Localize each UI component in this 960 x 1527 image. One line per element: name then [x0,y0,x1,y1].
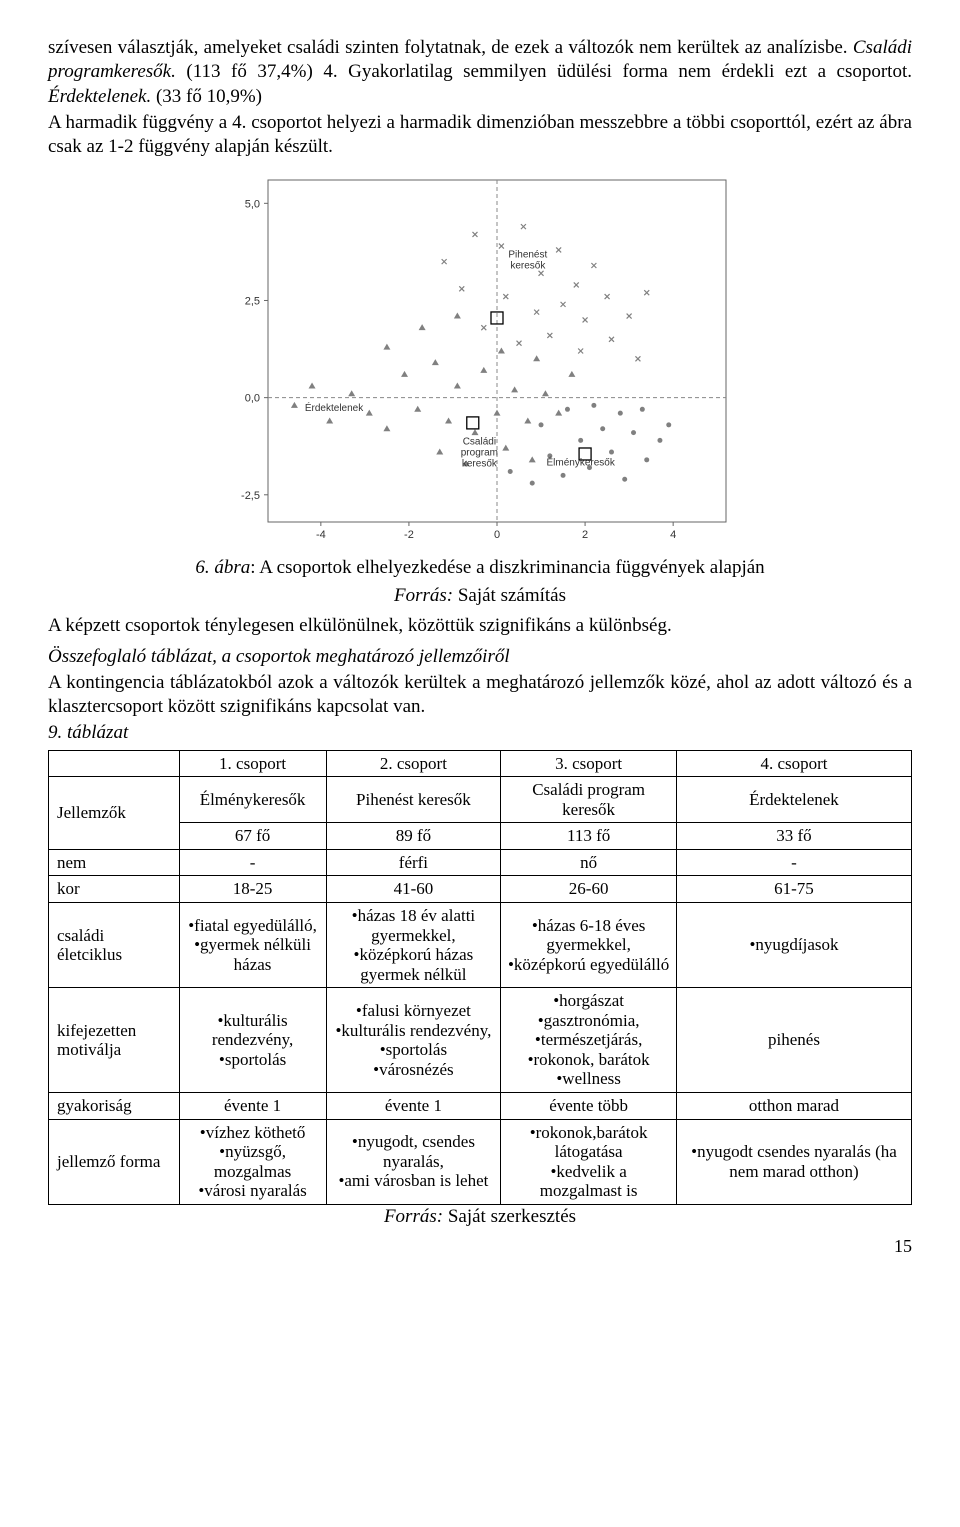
table-cell: 89 fő [326,823,501,850]
table-cell: jellemző forma [49,1119,180,1204]
table-cell: 67 fő [179,823,326,850]
table-cell: •házas 6-18 éves gyermekkel,•középkorú e… [501,903,677,988]
paragraph-4: A kontingencia táblázatokból azok a vált… [48,671,912,720]
figure-title: : A csoportok elhelyezkedése a diszkrimi… [250,557,764,578]
table-cell: •fiatal egyedülálló,•gyermek nélküli ház… [179,903,326,988]
svg-text:Érdektelenek: Érdektelenek [305,401,364,414]
table-cell: •nyugodt csendes nyaralás (ha nem marad … [676,1119,911,1204]
table-cell: otthon marad [676,1092,911,1119]
figure-source: Forrás: Saját számítás [48,584,912,608]
table-cell: évente 1 [326,1092,501,1119]
paragraph-3: A képzett csoportok ténylegesen elkülönü… [48,614,912,638]
table-cell: kifejezetten motiválja [49,988,180,1093]
table-cell: férfi [326,849,501,876]
svg-text:program: program [461,447,498,458]
table-label: 9. táblázat [48,721,912,745]
scatter-chart: -2,50,02,55,0-4-2024PihenéstkeresőkÉrdek… [220,170,740,550]
table-cell: 2. csoport [326,750,501,777]
svg-text:-2,5: -2,5 [241,489,260,501]
svg-text:2: 2 [582,529,588,541]
table-cell: évente több [501,1092,677,1119]
table-cell: Érdektelenek [676,777,911,823]
svg-text:4: 4 [670,529,676,541]
table-cell: Élménykeresők [179,777,326,823]
text: (33 fő 10,9%) [151,86,262,107]
table-cell: 18-25 [179,876,326,903]
table-cell: 61-75 [676,876,911,903]
table-cell: 4. csoport [676,750,911,777]
intro-paragraph-1: szívesen választják, amelyeket családi s… [48,36,912,109]
table-cell: •rokonok,barátok látogatása•kedvelik a m… [501,1119,677,1204]
section-title: Összefoglaló táblázat, a csoportok megha… [48,645,912,669]
table-cell: Családi program keresők [501,777,677,823]
text-italic: Érdektelenek. [48,86,151,107]
svg-text:keresők: keresők [462,458,498,469]
figure-number: 6. ábra [195,557,250,578]
table-cell: családi életciklus [49,903,180,988]
svg-text:-4: -4 [316,529,326,541]
table-cell: gyakoriság [49,1092,180,1119]
text: szívesen választják, amelyeket családi s… [48,37,853,58]
svg-text:0: 0 [494,529,500,541]
table-cell: 26-60 [501,876,677,903]
svg-text:Élménykeresők: Élménykeresők [546,455,615,468]
table-cell: nem [49,849,180,876]
table-cell: 1. csoport [179,750,326,777]
table-cell: 113 fő [501,823,677,850]
table-cell: •horgászat•gasztronómia,•természetjárás,… [501,988,677,1093]
table-number: 9. táblázat [48,722,128,743]
table-cell: nő [501,849,677,876]
table-cell: •nyugdíjasok [676,903,911,988]
table-cell: •kulturális rendezvény,•sportolás [179,988,326,1093]
table-cell: évente 1 [179,1092,326,1119]
text: (113 fő 37,4%) 4. Gyakorlatilag semmilye… [176,61,912,82]
table-cell: Pihenést keresők [326,777,501,823]
table-cell [49,750,180,777]
page-number: 15 [48,1235,912,1258]
table-cell: •falusi környezet•kulturális rendezvény,… [326,988,501,1093]
source-text: Saját számítás [453,585,566,606]
table-cell: - [179,849,326,876]
svg-text:Családi: Családi [463,436,496,447]
svg-text:Pihenést: Pihenést [508,249,547,260]
source-text: Saját szerkesztés [443,1206,576,1227]
source-label: Forrás: [394,585,453,606]
table-cell: •nyugodt, csendes nyaralás,•ami városban… [326,1119,501,1204]
table-cell: pihenés [676,988,911,1093]
table-cell: 33 fő [676,823,911,850]
svg-text:keresők: keresők [510,260,546,271]
table-cell: Jellemzők [49,777,180,850]
table-cell: •vízhez köthető•nyüzsgő, mozgalmas•város… [179,1119,326,1204]
svg-text:-2: -2 [404,529,414,541]
table-cell: •házas 18 év alatti gyermekkel,•középkor… [326,903,501,988]
table-cell: kor [49,876,180,903]
svg-text:0,0: 0,0 [245,392,260,404]
table-cell: 41-60 [326,876,501,903]
svg-text:2,5: 2,5 [245,295,260,307]
figure-caption: 6. ábra: A csoportok elhelyezkedése a di… [48,556,912,580]
source-label: Forrás: [384,1206,443,1227]
table-cell: 3. csoport [501,750,677,777]
svg-text:5,0: 5,0 [245,198,260,210]
summary-table: 1. csoport2. csoport3. csoport4. csoport… [48,750,912,1205]
table-cell: - [676,849,911,876]
intro-paragraph-2: A harmadik függvény a 4. csoportot helye… [48,111,912,160]
table-source: Forrás: Saját szerkesztés [48,1205,912,1229]
